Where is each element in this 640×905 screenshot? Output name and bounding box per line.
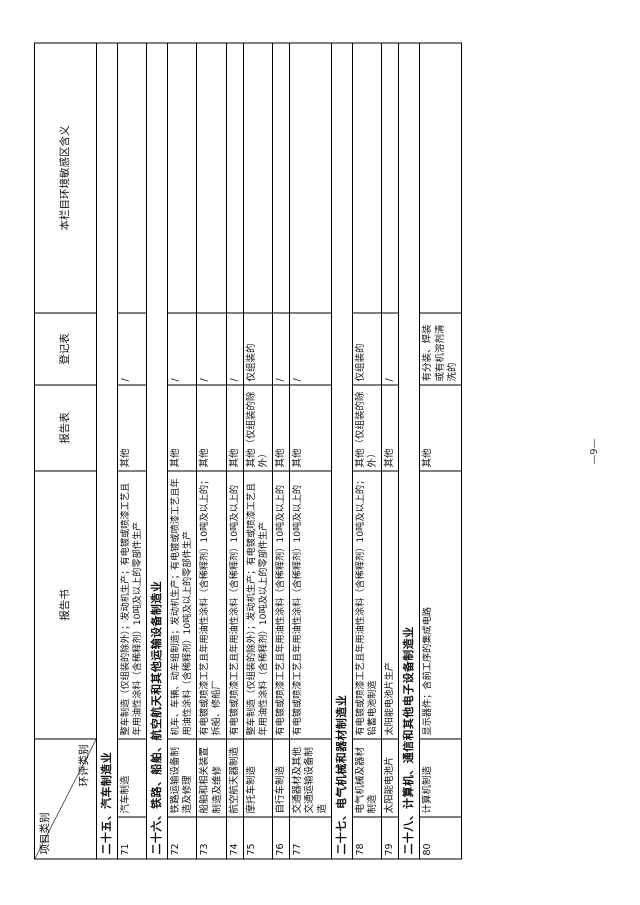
cell-project-category: 计算机制造 (419, 738, 462, 817)
cell-serial-number: 72 (167, 816, 197, 859)
cell-project-category: 铁路运输设备制造及修理 (167, 738, 197, 817)
cell-report-book: 机车、车辆、动车组制造；发动机生产；有电镀或喷漆工艺且年用油性涂料（含稀释剂）1… (167, 470, 197, 739)
cell-project-category: 摩托车制造 (243, 738, 273, 817)
page-content-area: 项目类别 环评类别 报告书 报告表 登记表 本栏目环境敏感区含义 二十五、汽车制… (34, 42, 606, 859)
cell-project-category: 太阳能电池片 (381, 738, 399, 817)
cell-project-category: 交通器材及其他交通运输设备制造 (289, 738, 332, 817)
table-section-row: 二十七、电气机械和器材制造业 (331, 42, 353, 859)
cell-report-form: 其他 (381, 384, 399, 471)
cell-serial-number: 76 (272, 816, 290, 859)
cell-report-book: 整车制造（仅组装的除外）；发动机生产；有电镀或喷漆工艺且年用油性涂料（含稀释剂）… (117, 470, 147, 739)
cell-project-category: 自行车制造 (272, 738, 290, 817)
cell-project-category: 航空航天器制造 (226, 738, 244, 817)
cell-registration-form: / (226, 312, 244, 385)
cell-report-book: 显示器件；含前工序的集成电路 (419, 470, 462, 739)
table-section-row: 二十六、铁路、船舶、航空航天和其他运输设备制造业 (146, 42, 168, 859)
cell-registration-form: / (272, 312, 290, 385)
cell-registration-form: / (381, 312, 399, 385)
cell-sensitive-area-note (352, 42, 382, 313)
cell-report-book: 有电镀或喷漆工艺且年用油性涂料（含稀释剂）10吨及以上的；铅蓄电池制造 (352, 470, 382, 739)
page-number: —9— (589, 437, 600, 465)
cell-sensitive-area-note (419, 42, 462, 313)
cell-serial-number: 78 (352, 816, 382, 859)
cell-sensitive-area-note (117, 42, 147, 313)
cell-report-form: 其他 (167, 384, 197, 471)
table-row: 73 船舶和相关装置制造及维修 有电镀或喷漆工艺且年用油性涂料（含稀释剂）10吨及以… (196, 42, 227, 859)
cell-report-form: 其他（仅组装的除外） (352, 384, 382, 471)
table-row: 74 航空航天器制造 有电镀或喷漆工艺且年用油性涂料（含稀释剂）10吨及以上的 其他 / (226, 42, 244, 859)
cell-report-book: 有电镀或喷漆工艺且年用油性涂料（含稀释剂）10吨及以上的；拆船、修船厂 (196, 470, 227, 739)
section-title: 二十八、计算机、通信和其他电子设备制造业 (398, 42, 420, 859)
cell-serial-number: 77 (289, 816, 332, 859)
cell-report-form: 其他（仅组装的除外） (243, 384, 273, 471)
table-row: 71 汽车制造 整车制造（仅组装的除外）；发动机生产；有电镀或喷漆工艺且年用油性涂料… (117, 42, 147, 859)
header-report-form: 报告表 (34, 384, 97, 471)
cell-sensitive-area-note (272, 42, 290, 313)
table-header-row: 项目类别 环评类别 报告书 报告表 登记表 本栏目环境敏感区含义 (34, 42, 97, 859)
table-row: 80 计算机制造 显示器件；含前工序的集成电路 其他 有分装、焊装或有机溶剂清洗的 (419, 42, 462, 859)
section-title: 二十六、铁路、船舶、航空航天和其他运输设备制造业 (146, 42, 168, 859)
cell-report-form: 其他 (117, 384, 147, 471)
cell-registration-form: / (167, 312, 197, 385)
cell-serial-number: 73 (196, 816, 227, 859)
table-row: 75 摩托车制造 整车制造（仅组装的除外）；发动机生产；有电镀或喷漆工艺且年用油性涂… (243, 42, 273, 859)
cell-report-form: 其他 (419, 384, 462, 471)
cell-serial-number: 74 (226, 816, 244, 859)
cell-report-form: 其他 (289, 384, 332, 471)
cell-registration-form: 仅组装的 (243, 312, 273, 385)
table-section-row: 二十五、汽车制造业 (96, 42, 118, 859)
cell-registration-form: / (196, 312, 227, 385)
cell-project-category: 船舶和相关装置制造及维修 (196, 738, 227, 817)
table-row: 79 太阳能电池片 太阳能电池片生产 其他 / (381, 42, 399, 859)
cell-report-book: 有电镀或喷漆工艺且年用油性涂料（含稀释剂）10吨及以上的 (272, 470, 290, 739)
header-report-book: 报告书 (34, 470, 97, 739)
cell-sensitive-area-note (381, 42, 399, 313)
eia-category-table: 项目类别 环评类别 报告书 报告表 登记表 本栏目环境敏感区含义 二十五、汽车制… (34, 42, 462, 859)
cell-serial-number: 79 (381, 816, 399, 859)
header-sensitive-area-note: 本栏目环境敏感区含义 (34, 42, 97, 313)
header-project-category-label: 项目类别 (39, 812, 51, 854)
header-registration-form: 登记表 (34, 312, 97, 385)
cell-report-book: 整车制造（仅组装的除外）；发动机生产；有电镀或喷漆工艺且年用油性涂料（含稀释剂）… (243, 470, 273, 739)
cell-report-form: 其他 (272, 384, 290, 471)
cell-report-book: 有电镀或喷漆工艺且年用油性涂料（含稀释剂）10吨及以上的 (226, 470, 244, 739)
cell-project-category: 电气机械及器材制造 (352, 738, 382, 817)
cell-sensitive-area-note (167, 42, 197, 313)
cell-sensitive-area-note (289, 42, 332, 313)
section-title: 二十七、电气机械和器材制造业 (331, 42, 353, 859)
cell-serial-number: 80 (419, 816, 462, 859)
cell-serial-number: 75 (243, 816, 273, 859)
cell-registration-form: 有分装、焊装或有机溶剂清洗的 (419, 312, 462, 385)
cell-sensitive-area-note (243, 42, 273, 313)
cell-registration-form: 仅组装的 (352, 312, 382, 385)
cell-registration-form: / (117, 312, 147, 385)
cell-report-book: 太阳能电池片生产 (381, 470, 399, 739)
cell-sensitive-area-note (226, 42, 244, 313)
cell-report-form: 其他 (226, 384, 244, 471)
table-row: 72 铁路运输设备制造及修理 机车、车辆、动车组制造；发动机生产；有电镀或喷漆工艺且… (167, 42, 197, 859)
header-eia-category-label: 环评类别 (77, 744, 90, 786)
cell-report-book: 有电镀或喷漆工艺且年用油性涂料（含稀释剂）10吨及以上的 (289, 470, 332, 739)
cell-report-form: 其他 (196, 384, 227, 471)
table-row: 77 交通器材及其他交通运输设备制造 有电镀或喷漆工艺且年用油性涂料（含稀释剂）10… (289, 42, 332, 859)
table-row: 76 自行车制造 有电镀或喷漆工艺且年用油性涂料（含稀释剂）10吨及以上的 其他 / (272, 42, 290, 859)
cell-project-category: 汽车制造 (117, 738, 147, 817)
cell-serial-number: 71 (117, 816, 147, 859)
header-corner-cell: 项目类别 环评类别 (34, 738, 97, 859)
table-row: 78 电气机械及器材制造 有电镀或喷漆工艺且年用油性涂料（含稀释剂）10吨及以上的；… (352, 42, 382, 859)
section-title: 二十五、汽车制造业 (96, 42, 118, 859)
cell-sensitive-area-note (196, 42, 227, 313)
table-body: 项目类别 环评类别 报告书 报告表 登记表 本栏目环境敏感区含义 二十五、汽车制… (34, 42, 462, 859)
cell-registration-form: / (289, 312, 332, 385)
table-section-row: 二十八、计算机、通信和其他电子设备制造业 (398, 42, 420, 859)
